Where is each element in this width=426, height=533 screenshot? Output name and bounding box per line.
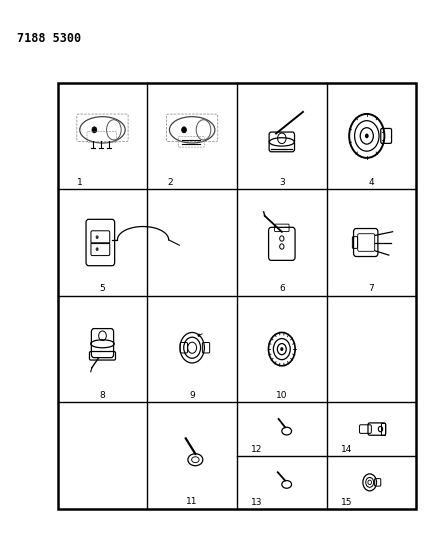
Text: 1: 1 (77, 177, 83, 187)
Circle shape (92, 127, 97, 133)
Text: 11: 11 (186, 497, 197, 506)
Text: 13: 13 (250, 498, 262, 507)
Circle shape (181, 127, 186, 133)
Text: 14: 14 (340, 445, 351, 454)
Text: 7188 5300: 7188 5300 (17, 33, 81, 45)
Bar (58, 83, 415, 509)
Text: 6: 6 (278, 284, 284, 293)
Text: 15: 15 (340, 498, 351, 507)
Text: 3: 3 (278, 177, 284, 187)
Text: 8: 8 (99, 391, 105, 400)
Text: 4: 4 (368, 177, 374, 187)
Circle shape (95, 247, 98, 251)
Circle shape (364, 134, 368, 138)
Text: 9: 9 (189, 391, 195, 400)
Text: 10: 10 (276, 391, 287, 400)
Circle shape (279, 347, 283, 351)
Text: 12: 12 (250, 445, 262, 454)
Text: 2: 2 (167, 177, 172, 187)
Circle shape (95, 236, 98, 239)
Text: 5: 5 (99, 284, 105, 293)
Text: 7: 7 (368, 284, 374, 293)
Bar (380, 423, 384, 435)
Circle shape (197, 334, 200, 337)
